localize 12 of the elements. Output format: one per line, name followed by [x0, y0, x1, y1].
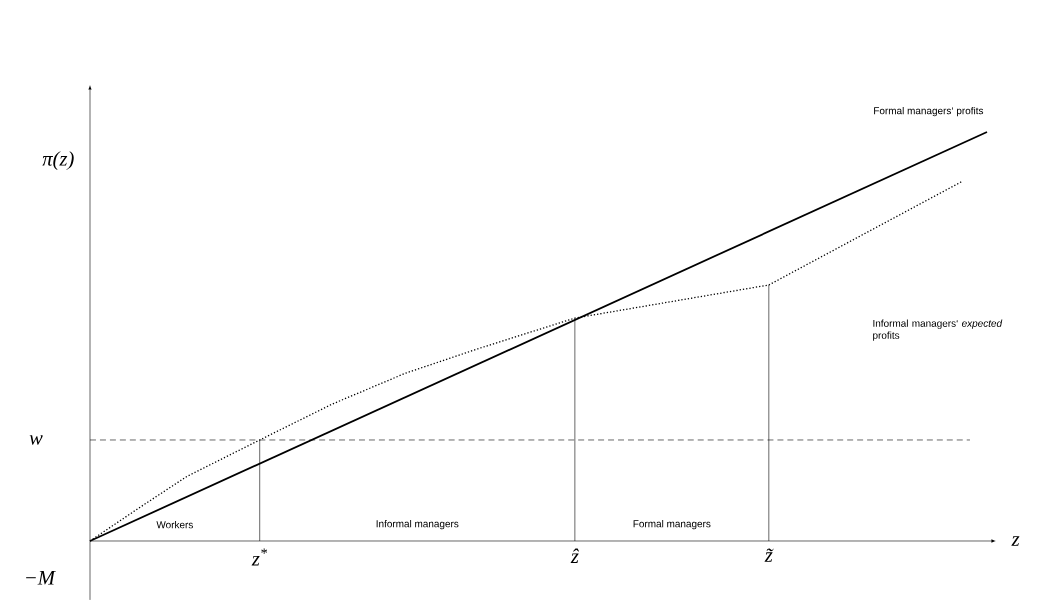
x-tick-label: z̃ — [764, 548, 774, 562]
ref-line-label: w — [29, 435, 43, 445]
x-tick-label: ẑ — [570, 548, 580, 563]
text: Informal managers‘ expected profits — [873, 319, 1003, 341]
text: −M — [26, 571, 56, 585]
annotation: Informal managers — [376, 520, 459, 530]
annotation: Workers — [156, 520, 193, 529]
y-axis-title: π(z) — [42, 151, 74, 170]
x-axis-title: z — [1011, 536, 1020, 546]
x-tick-label: z$^{*}$ — [251, 548, 268, 566]
annotation: Formal managers — [633, 520, 711, 530]
series-label: Formal managers‘ profits — [874, 106, 984, 117]
